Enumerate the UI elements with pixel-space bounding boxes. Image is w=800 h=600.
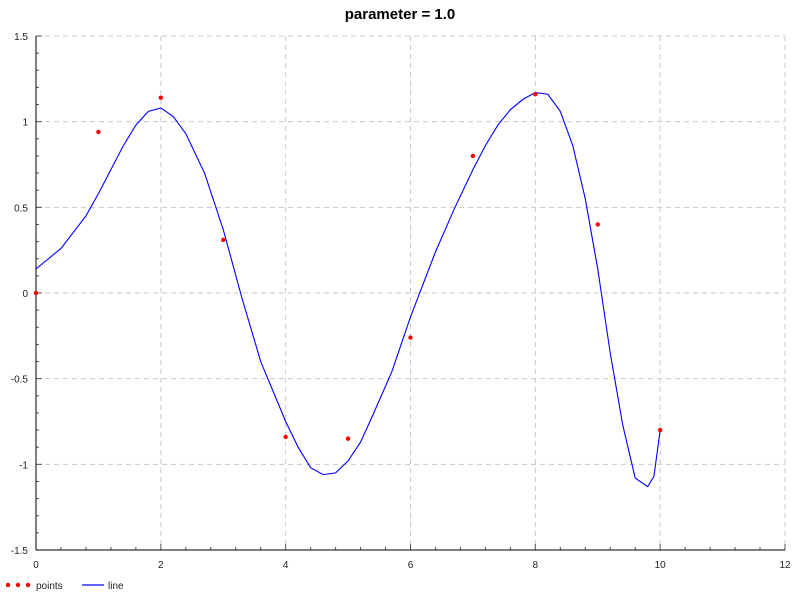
data-point xyxy=(221,237,226,243)
legend: points line xyxy=(5,581,124,592)
line-series xyxy=(35,91,661,488)
data-point xyxy=(158,95,164,100)
data-point xyxy=(657,427,663,433)
data-point xyxy=(470,153,476,159)
y-tick-label: -0.5 xyxy=(11,375,29,386)
y-tick-label: -1.5 xyxy=(11,546,29,557)
points-series xyxy=(33,92,663,441)
y-tick-label: 1.5 xyxy=(14,32,28,43)
data-point xyxy=(345,436,351,441)
y-tick-label: 1 xyxy=(22,118,28,129)
legend-point-marker xyxy=(15,582,21,588)
legend-label-line: line xyxy=(108,581,124,592)
legend-point-marker xyxy=(5,582,11,588)
x-tick-label: 8 xyxy=(533,560,539,571)
tick-labels: 0 2 4 6 8 10 12 1.5 1 0.5 0 -0.5 -1 -1.5 xyxy=(11,32,791,571)
y-tick-label: -1 xyxy=(19,460,28,471)
series-line-path xyxy=(35,91,661,488)
legend-label-points: points xyxy=(36,581,63,592)
data-point xyxy=(96,129,101,135)
y-tick-label: 0.5 xyxy=(14,203,28,214)
data-point xyxy=(595,222,600,227)
grid xyxy=(36,35,786,550)
x-tick-label: 2 xyxy=(158,560,164,571)
data-point xyxy=(33,290,39,296)
x-tick-label: 6 xyxy=(408,560,414,571)
legend-point-marker xyxy=(25,582,31,588)
chart-title: parameter = 1.0 xyxy=(345,6,456,23)
x-tick-label: 0 xyxy=(33,560,39,571)
x-tick-label: 12 xyxy=(779,560,791,571)
data-point xyxy=(533,92,538,97)
y-tick-label: 0 xyxy=(22,289,28,300)
data-point xyxy=(283,434,288,440)
x-tick-label: 4 xyxy=(283,560,289,571)
data-point xyxy=(408,335,413,340)
x-tick-label: 10 xyxy=(655,560,667,571)
